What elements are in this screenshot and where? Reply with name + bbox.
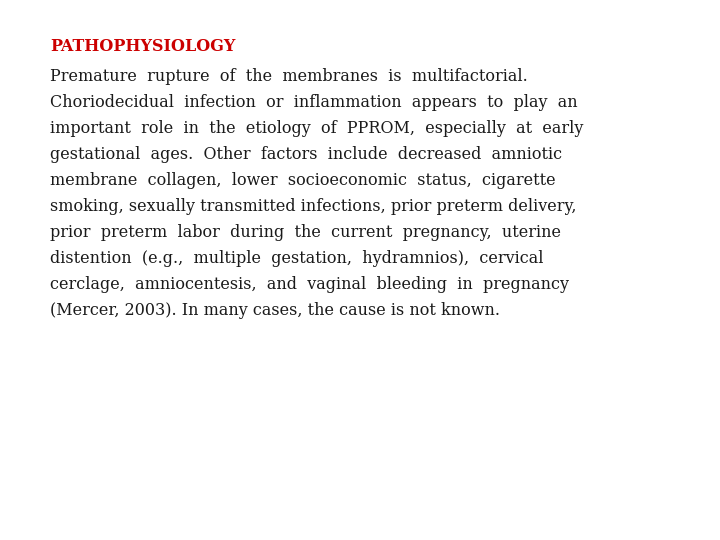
Text: cerclage,  amniocentesis,  and  vaginal  bleeding  in  pregnancy: cerclage, amniocentesis, and vaginal ble… <box>50 276 569 293</box>
Text: important  role  in  the  etiology  of  PPROM,  especially  at  early: important role in the etiology of PPROM,… <box>50 120 583 137</box>
Text: prior  preterm  labor  during  the  current  pregnancy,  uterine: prior preterm labor during the current p… <box>50 224 561 241</box>
Text: distention  (e.g.,  multiple  gestation,  hydramnios),  cervical: distention (e.g., multiple gestation, hy… <box>50 250 544 267</box>
Text: Choriodecidual  infection  or  inflammation  appears  to  play  an: Choriodecidual infection or inflammation… <box>50 94 577 111</box>
Text: PATHOPHYSIOLOGY: PATHOPHYSIOLOGY <box>50 38 235 55</box>
Text: membrane  collagen,  lower  socioeconomic  status,  cigarette: membrane collagen, lower socioeconomic s… <box>50 172 556 189</box>
Text: Premature  rupture  of  the  membranes  is  multifactorial.: Premature rupture of the membranes is mu… <box>50 68 528 85</box>
Text: smoking, sexually transmitted infections, prior preterm delivery,: smoking, sexually transmitted infections… <box>50 198 577 215</box>
Text: (Mercer, 2003). In many cases, the cause is not known.: (Mercer, 2003). In many cases, the cause… <box>50 302 500 319</box>
Text: gestational  ages.  Other  factors  include  decreased  amniotic: gestational ages. Other factors include … <box>50 146 562 163</box>
